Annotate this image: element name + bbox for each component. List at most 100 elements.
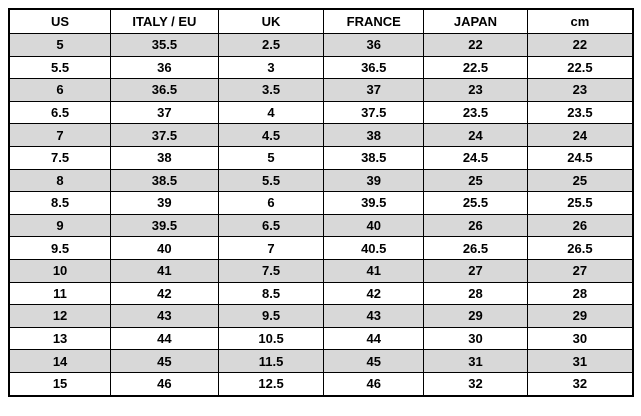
table-cell: 8 <box>8 168 112 193</box>
table-row: 15 46 12.5 46 32 32 <box>8 371 634 397</box>
table-cell: 45 <box>323 349 425 373</box>
table-cell: 23 <box>423 78 528 102</box>
table-row: 13 44 10.5 44 30 30 <box>8 326 634 351</box>
header-cell: JAPAN <box>423 8 528 34</box>
table-cell: 42 <box>323 281 425 306</box>
table-cell: 3.5 <box>217 78 325 102</box>
table-cell: 25 <box>526 168 634 193</box>
table-cell: 45 <box>110 349 219 373</box>
table-cell: 32 <box>423 371 528 397</box>
table-cell: 26 <box>423 213 528 238</box>
size-table: US ITALY / EU UK FRANCE JAPAN cm 5 35.5 2.5 36 22… <box>8 8 634 397</box>
table-cell: 9 <box>8 213 112 238</box>
table-cell: 43 <box>323 304 425 328</box>
table-cell: 36 <box>110 55 219 80</box>
table-cell: 25 <box>423 168 528 193</box>
table-cell: 3 <box>217 55 325 80</box>
table-cell: 31 <box>526 349 634 373</box>
table-cell: 7 <box>217 236 325 260</box>
table-row: 9 39.5 6.5 40 26 26 <box>8 213 634 238</box>
table-cell: 12.5 <box>217 371 325 397</box>
table-cell: 22.5 <box>526 55 634 80</box>
table-cell: 40 <box>110 236 219 260</box>
table-cell: 6 <box>217 191 325 215</box>
table-cell: 26 <box>526 213 634 238</box>
table-cell: 37 <box>323 78 425 102</box>
table-cell: 41 <box>323 258 425 283</box>
table-row: 12 43 9.5 43 29 29 <box>8 304 634 328</box>
table-cell: 29 <box>526 304 634 328</box>
table-cell: 11 <box>8 281 112 306</box>
table-row: 14 45 11.5 45 31 31 <box>8 349 634 373</box>
table-cell: 25.5 <box>423 191 528 215</box>
table-cell: 39.5 <box>110 213 219 238</box>
table-cell: 13 <box>8 326 112 351</box>
table-cell: 24 <box>423 123 528 147</box>
table-row: 7.5 38 5 38.5 24.5 24.5 <box>8 145 634 170</box>
table-cell: 30 <box>423 326 528 351</box>
table-row: 8.5 39 6 39.5 25.5 25.5 <box>8 191 634 215</box>
header-cell: cm <box>526 8 634 34</box>
table-cell: 39.5 <box>323 191 425 215</box>
table-cell: 9.5 <box>8 236 112 260</box>
table-cell: 23.5 <box>526 100 634 125</box>
table-cell: 36.5 <box>323 55 425 80</box>
table-cell: 4 <box>217 100 325 125</box>
table-row: 5.5 36 3 36.5 22.5 22.5 <box>8 55 634 80</box>
table-cell: 39 <box>323 168 425 193</box>
table-cell: 44 <box>323 326 425 351</box>
table-cell: 8.5 <box>8 191 112 215</box>
header-row: US ITALY / EU UK FRANCE JAPAN cm <box>8 8 634 34</box>
table-cell: 31 <box>423 349 528 373</box>
table-cell: 5.5 <box>8 55 112 80</box>
table-cell: 38.5 <box>110 168 219 193</box>
table-cell: 38.5 <box>323 145 425 170</box>
table-cell: 37 <box>110 100 219 125</box>
table-cell: 40 <box>323 213 425 238</box>
table-cell: 29 <box>423 304 528 328</box>
table-cell: 6 <box>8 78 112 102</box>
table-cell: 26.5 <box>423 236 528 260</box>
table-cell: 5.5 <box>217 168 325 193</box>
table-row: 7 37.5 4.5 38 24 24 <box>8 123 634 147</box>
table-cell: 24.5 <box>423 145 528 170</box>
table-cell: 23.5 <box>423 100 528 125</box>
table-row: 8 38.5 5.5 39 25 25 <box>8 168 634 193</box>
table-cell: 41 <box>110 258 219 283</box>
table-cell: 28 <box>526 281 634 306</box>
table-cell: 22.5 <box>423 55 528 80</box>
table-cell: 37.5 <box>323 100 425 125</box>
table-cell: 46 <box>323 371 425 397</box>
table-cell: 7 <box>8 123 112 147</box>
table-cell: 36 <box>323 33 425 57</box>
table-cell: 23 <box>526 78 634 102</box>
table-cell: 24.5 <box>526 145 634 170</box>
table-cell: 10 <box>8 258 112 283</box>
header-cell: UK <box>217 8 325 34</box>
table-cell: 39 <box>110 191 219 215</box>
table-cell: 38 <box>110 145 219 170</box>
table-cell: 40.5 <box>323 236 425 260</box>
table-row: 9.5 40 7 40.5 26.5 26.5 <box>8 236 634 260</box>
table-cell: 22 <box>526 33 634 57</box>
table-cell: 43 <box>110 304 219 328</box>
table-row: 6 36.5 3.5 37 23 23 <box>8 78 634 102</box>
table-cell: 5 <box>217 145 325 170</box>
table-row: 5 35.5 2.5 36 22 22 <box>8 33 634 57</box>
table-cell: 24 <box>526 123 634 147</box>
table-cell: 32 <box>526 371 634 397</box>
table-cell: 22 <box>423 33 528 57</box>
table-cell: 9.5 <box>217 304 325 328</box>
table-cell: 7.5 <box>217 258 325 283</box>
table-cell: 37.5 <box>110 123 219 147</box>
table-cell: 2.5 <box>217 33 325 57</box>
header-cell: US <box>8 8 112 34</box>
table-cell: 27 <box>526 258 634 283</box>
table-row: 11 42 8.5 42 28 28 <box>8 281 634 306</box>
table-row: 6.5 37 4 37.5 23.5 23.5 <box>8 100 634 125</box>
table-cell: 8.5 <box>217 281 325 306</box>
table-cell: 35.5 <box>110 33 219 57</box>
table-cell: 10.5 <box>217 326 325 351</box>
table-cell: 30 <box>526 326 634 351</box>
